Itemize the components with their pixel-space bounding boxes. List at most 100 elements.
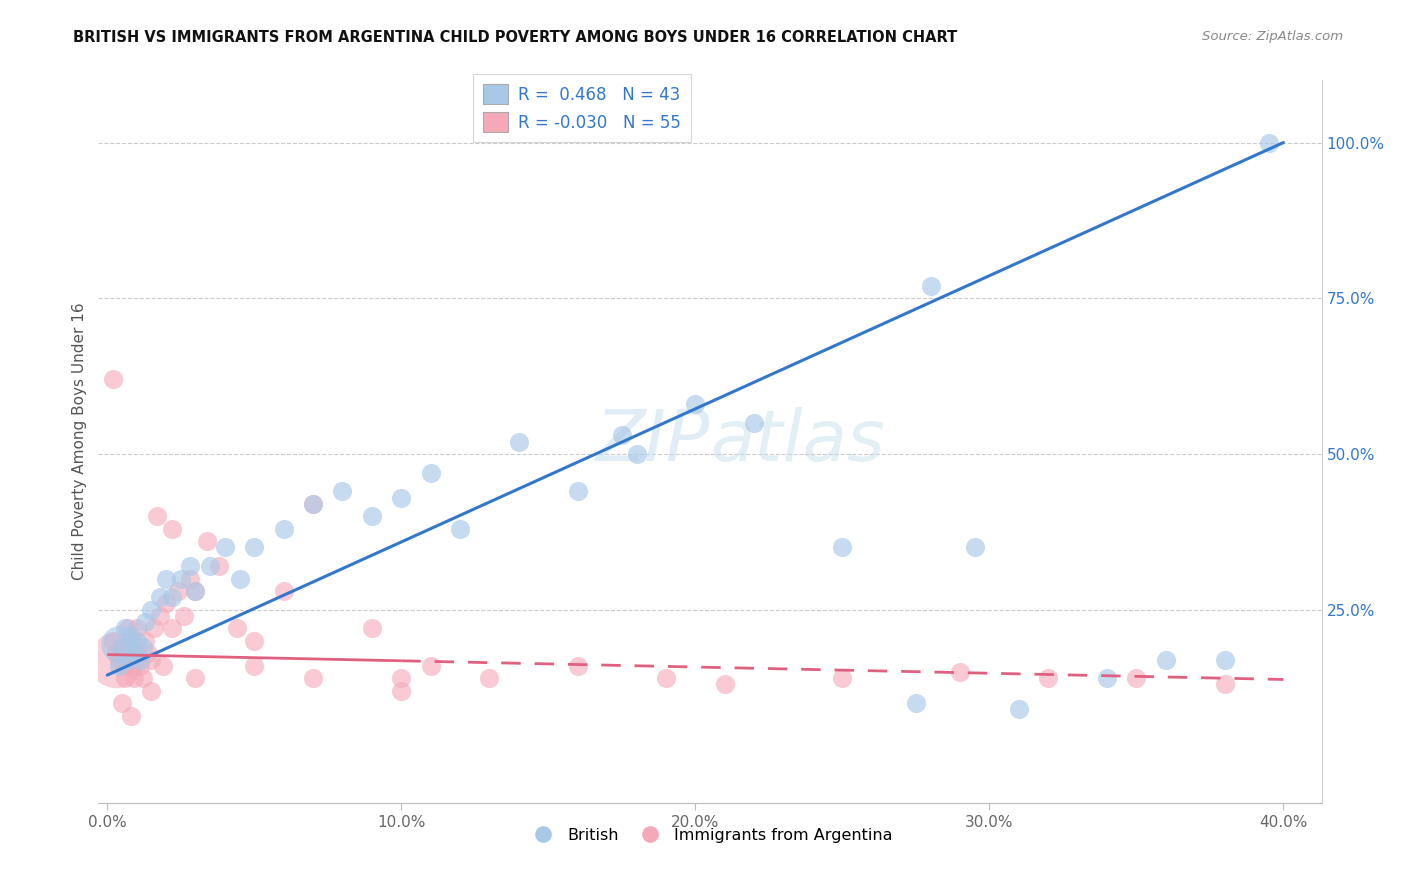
Point [179,559,201,574]
Point [173,609,195,624]
Point [105,646,128,660]
Text: ZIP: ZIP [596,407,710,476]
Point [243,658,266,673]
Point [108,637,131,651]
Point [904,696,927,710]
Point [149,591,172,605]
Point [1154,652,1177,666]
Point [155,597,177,611]
Point [567,484,589,499]
Point [920,278,942,293]
Point [120,633,142,648]
Point [360,621,382,635]
Text: Source: ZipAtlas.com: Source: ZipAtlas.com [1202,30,1343,44]
Point [1213,652,1236,666]
Point [389,671,412,685]
Point [141,683,163,698]
Point [114,658,136,673]
Point [111,640,134,654]
Point [101,633,124,648]
Point [125,621,148,635]
Point [1008,702,1031,716]
Point [508,434,530,449]
Point [134,615,156,630]
Point [389,491,412,505]
Point [685,397,707,411]
Point [214,541,236,555]
Point [332,484,354,499]
Point [478,671,501,685]
Point [131,640,153,654]
Point [360,509,382,524]
Point [114,621,136,635]
Point [141,603,163,617]
Point [184,584,207,599]
Point [117,646,139,660]
Point [1125,671,1147,685]
Point [1038,671,1060,685]
Point [567,658,589,673]
Point [963,541,986,555]
Point [120,708,142,723]
Point [128,658,150,673]
Point [184,671,207,685]
Point [949,665,972,679]
Point [179,572,201,586]
Point [273,522,295,536]
Point [1257,136,1279,150]
Point [302,497,325,511]
Point [105,652,128,666]
Point [125,633,148,648]
Text: BRITISH VS IMMIGRANTS FROM ARGENTINA CHILD POVERTY AMONG BOYS UNDER 16 CORRELATI: BRITISH VS IMMIGRANTS FROM ARGENTINA CHI… [73,30,957,45]
Point [155,572,177,586]
Point [831,671,853,685]
Point [243,633,266,648]
Point [122,671,145,685]
Point [160,522,183,536]
Point [228,572,250,586]
Point [117,621,139,635]
Point [138,646,160,660]
Point [1095,671,1118,685]
Point [419,658,441,673]
Point [655,671,678,685]
Point [143,621,166,635]
Point [120,627,142,641]
Point [160,621,183,635]
Text: atlas: atlas [710,407,884,476]
Point [141,652,163,666]
Point [184,584,207,599]
Point [302,497,325,511]
Point [1213,677,1236,691]
Point [419,466,441,480]
Point [101,372,124,386]
Point [134,633,156,648]
Point [195,534,218,549]
Point [273,584,295,599]
Point [243,541,266,555]
Point [389,683,412,698]
Point [125,646,148,660]
Legend: British, Immigrants from Argentina: British, Immigrants from Argentina [520,822,900,849]
Point [108,652,131,666]
Point [170,572,193,586]
Point [131,671,153,685]
Point [128,652,150,666]
Point [225,621,247,635]
Point [149,609,172,624]
Point [166,584,188,599]
Point [111,696,134,710]
Point [626,447,648,461]
Point [152,658,174,673]
Point [117,652,139,666]
Point [742,416,765,430]
Point [449,522,471,536]
Point [831,541,853,555]
Point [198,559,221,574]
Point [120,658,142,673]
Point [610,428,633,442]
Point [122,646,145,660]
Point [108,658,131,673]
Point [302,671,325,685]
Point [111,640,134,654]
